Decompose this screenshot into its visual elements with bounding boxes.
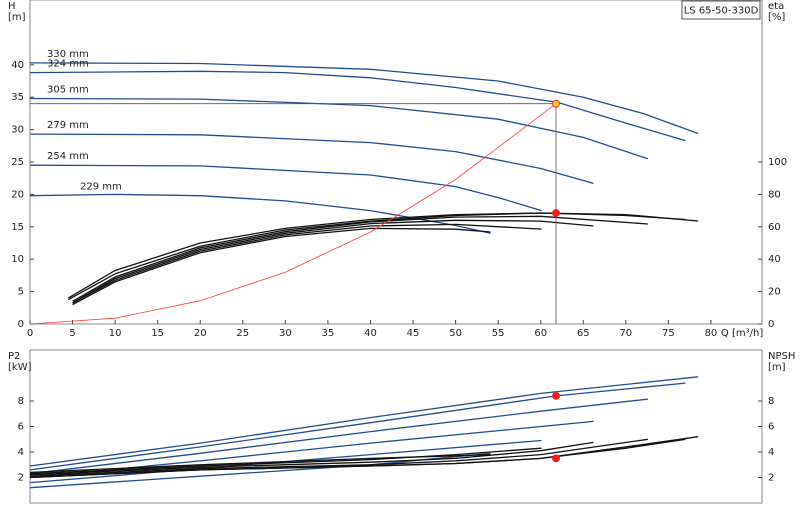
series-line [29,70,686,142]
series-line [29,441,594,476]
series-label: 305 mm [47,84,89,95]
x-tick-label: 55 [492,328,505,339]
duty-point [552,391,560,400]
y2-axis-label: [%] [768,12,785,23]
x-tick-label: 15 [151,328,164,339]
series-line [29,447,542,475]
x-tick-label: 0 [27,328,33,339]
series-line [29,97,649,160]
series-label: 279 mm [47,120,89,131]
series-line [72,227,491,306]
x-tick-label: 5 [69,328,75,339]
y-tick-label: 10 [11,254,24,265]
series-label: 324 mm [47,59,89,70]
y-tick-label: 5 [18,287,24,298]
x-tick-label: 30 [279,328,292,339]
y-tick-label: 2 [18,473,24,484]
series-line [72,223,542,304]
duty-point [552,209,560,217]
x-tick-label: 60 [534,328,547,339]
y2-tick-label: 60 [768,222,781,233]
y-tick-label: 15 [11,222,24,233]
y2-axis-label: eta [768,1,784,12]
model-label: LS 65-50-330D [684,6,759,17]
series-line [67,212,686,301]
y2-tick-label: 40 [768,254,781,265]
x-tick-label: 50 [449,328,462,339]
series-line [72,215,648,302]
series-line [29,398,648,475]
series-line [29,164,542,212]
series-line [29,376,699,467]
x-tick-label: 65 [577,328,590,339]
x-tick-label: 35 [322,328,335,339]
series-line [29,62,699,135]
x-tick-label: 10 [109,328,122,339]
x-tick-label: 80 [705,328,718,339]
y2-tick-label: 8 [768,396,774,407]
series-line [29,133,594,185]
series-line [29,438,686,479]
series-label: 330 mm [47,49,89,60]
plot-frame [29,0,763,325]
duty-point [552,99,560,108]
y-tick-label: 25 [11,157,24,168]
series-line [29,453,491,474]
duty-point [552,454,560,463]
y-axis-label: P2 [8,351,20,362]
series-line [29,193,491,234]
y-axis-label: [kW] [8,362,32,373]
x-axis-label: Q [m³/h] [721,328,763,339]
series-line [29,382,686,471]
series-label: 254 mm [47,151,89,162]
y2-tick-label: 20 [768,287,781,298]
series-line [72,219,594,304]
y2-tick-label: 4 [768,447,774,458]
y2-tick-label: 2 [768,473,774,484]
x-tick-label: 20 [194,328,207,339]
series-label: 229 mm [80,182,122,193]
y-axis-label: [m] [8,12,26,23]
x-tick-label: 75 [662,328,675,339]
y-tick-label: 30 [11,125,24,136]
y2-tick-label: 80 [768,189,781,200]
y2-tick-label: 6 [768,422,774,433]
y2-axis-label: [m] [768,362,786,373]
y-tick-label: 35 [11,92,24,103]
x-tick-label: 70 [619,328,632,339]
y-tick-label: 20 [11,189,24,200]
y-tick-label: 4 [18,447,24,458]
x-tick-label: 45 [407,328,420,339]
y2-axis-label: NPSH [768,351,795,362]
x-tick-label: 40 [364,328,377,339]
series-line [29,103,557,325]
y-axis-label: H [8,1,16,12]
x-tick-label: 25 [236,328,249,339]
y2-tick-label: 0 [768,319,774,330]
y-tick-label: 8 [18,396,24,407]
y-tick-label: 6 [18,422,24,433]
model-box [681,0,761,20]
y-tick-label: 0 [18,319,24,330]
y-tick-label: 40 [11,60,24,71]
series-line [29,438,648,477]
y2-tick-label: 100 [768,157,787,168]
